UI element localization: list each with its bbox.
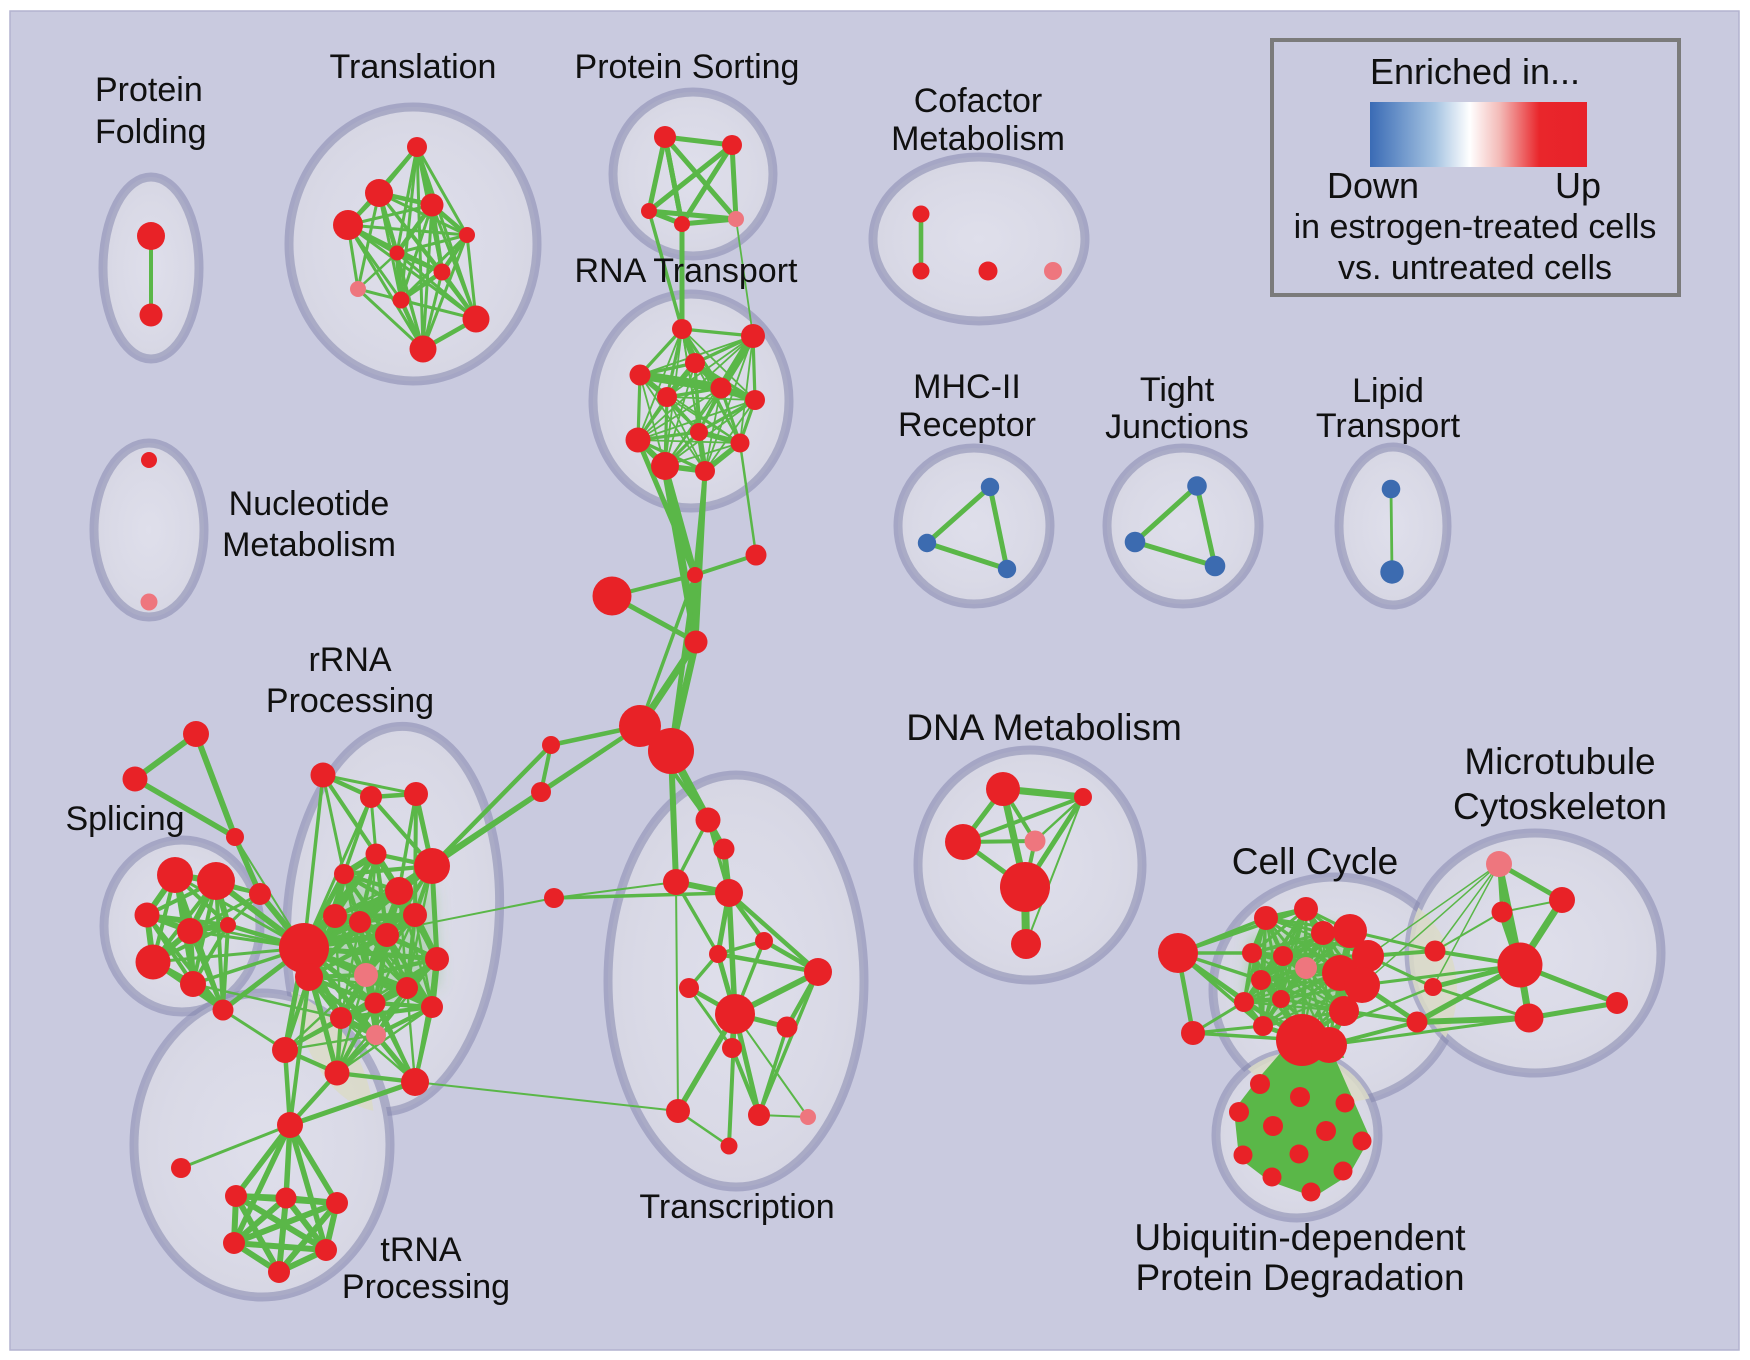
svg-text:Protein Sorting: Protein Sorting: [575, 48, 800, 86]
svg-text:RNA Transport: RNA Transport: [575, 252, 799, 290]
svg-text:Ubiquitin-dependent: Ubiquitin-dependent: [1134, 1217, 1466, 1258]
svg-text:Translation: Translation: [330, 48, 497, 86]
svg-text:Transcription: Transcription: [639, 1188, 834, 1226]
svg-text:Splicing: Splicing: [65, 800, 184, 838]
svg-text:Transport: Transport: [1316, 407, 1461, 445]
svg-text:Metabolism: Metabolism: [891, 120, 1065, 158]
svg-text:Microtubule: Microtubule: [1464, 741, 1655, 782]
svg-text:Folding: Folding: [95, 113, 207, 151]
svg-text:tRNA: tRNA: [380, 1231, 462, 1269]
svg-text:DNA Metabolism: DNA Metabolism: [906, 707, 1182, 748]
svg-text:Nucleotide: Nucleotide: [229, 485, 390, 523]
svg-text:Down: Down: [1327, 165, 1419, 206]
svg-text:in estrogen-treated cells: in estrogen-treated cells: [1294, 208, 1657, 246]
svg-text:Cytoskeleton: Cytoskeleton: [1453, 786, 1667, 827]
svg-text:Protein: Protein: [95, 71, 203, 109]
svg-text:Metabolism: Metabolism: [222, 526, 396, 564]
svg-text:Processing: Processing: [342, 1268, 510, 1306]
svg-text:Enriched in...: Enriched in...: [1370, 51, 1580, 92]
svg-text:Receptor: Receptor: [898, 406, 1036, 444]
svg-text:vs. untreated cells: vs. untreated cells: [1338, 249, 1612, 287]
svg-text:Cell Cycle: Cell Cycle: [1232, 841, 1399, 882]
svg-text:Junctions: Junctions: [1105, 408, 1249, 446]
svg-text:Up: Up: [1555, 165, 1601, 206]
svg-text:Tight: Tight: [1140, 371, 1215, 409]
svg-text:Processing: Processing: [266, 682, 434, 720]
svg-text:Cofactor: Cofactor: [914, 82, 1043, 120]
svg-text:Lipid: Lipid: [1352, 372, 1424, 410]
svg-text:rRNA: rRNA: [308, 641, 391, 679]
svg-text:MHC-II: MHC-II: [913, 368, 1021, 406]
svg-text:Protein Degradation: Protein Degradation: [1135, 1257, 1464, 1298]
